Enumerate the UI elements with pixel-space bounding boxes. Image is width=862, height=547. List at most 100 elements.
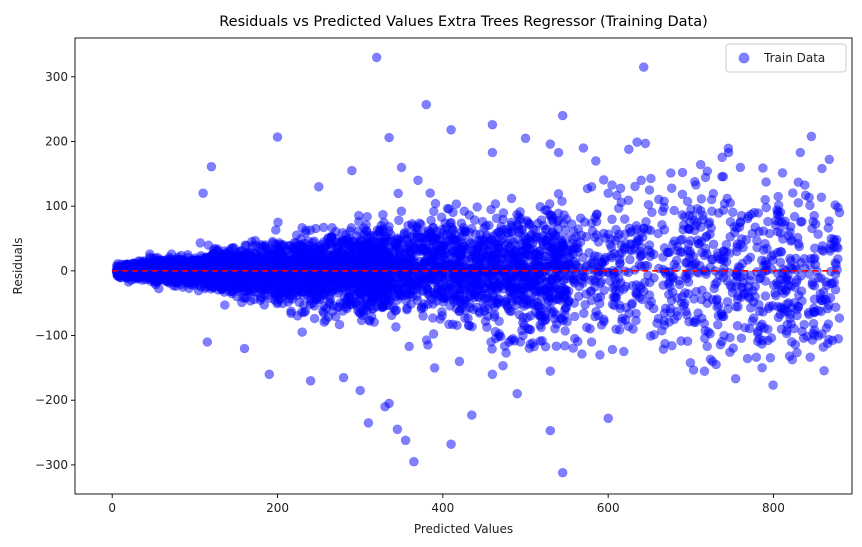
data-point — [489, 302, 500, 312]
data-point — [642, 260, 653, 271]
data-point — [614, 259, 625, 269]
data-point — [682, 196, 693, 207]
data-point — [427, 313, 438, 323]
data-point — [253, 287, 263, 298]
data-point — [613, 232, 623, 243]
data-point — [273, 291, 284, 301]
data-point — [682, 336, 693, 347]
data-point — [667, 287, 678, 298]
data-point — [768, 380, 778, 390]
data-point — [809, 325, 820, 335]
data-point — [696, 236, 707, 247]
data-point — [559, 210, 569, 220]
data-point — [229, 243, 239, 253]
data-point — [569, 278, 580, 288]
data-point — [605, 275, 615, 286]
data-point — [436, 212, 447, 222]
data-point — [495, 263, 506, 274]
data-point — [815, 288, 826, 299]
data-point — [625, 254, 635, 265]
data-point — [444, 319, 454, 330]
data-point — [442, 260, 453, 271]
data-point — [664, 247, 675, 257]
data-point — [705, 262, 716, 273]
data-point — [580, 299, 591, 310]
data-point — [807, 277, 818, 288]
data-point — [333, 288, 343, 298]
data-point — [695, 159, 706, 170]
data-point — [332, 302, 343, 313]
data-point — [498, 360, 508, 371]
data-point — [725, 198, 736, 208]
data-point — [792, 347, 802, 358]
data-point — [805, 200, 815, 211]
data-point — [717, 171, 727, 182]
data-point — [688, 365, 699, 375]
data-point — [548, 253, 559, 264]
data-point — [494, 316, 504, 327]
data-point — [804, 269, 815, 279]
data-point — [646, 173, 656, 184]
data-point — [707, 206, 717, 216]
data-point — [297, 327, 308, 337]
data-point — [585, 323, 595, 334]
data-point — [600, 256, 610, 266]
data-point — [450, 291, 460, 301]
data-point — [594, 298, 605, 309]
data-point — [418, 302, 429, 313]
data-point — [643, 270, 653, 281]
data-point — [314, 292, 325, 303]
data-point — [752, 328, 763, 338]
data-point — [693, 308, 704, 318]
data-point — [754, 226, 764, 237]
data-point — [428, 299, 438, 309]
data-point — [765, 352, 776, 363]
data-point — [549, 313, 560, 324]
data-point — [730, 373, 741, 384]
data-point — [384, 300, 395, 311]
data-point — [615, 183, 626, 194]
data-point — [787, 235, 797, 245]
data-point — [824, 154, 835, 165]
data-point — [712, 302, 722, 312]
data-point — [393, 215, 404, 226]
data-point — [825, 292, 836, 303]
data-point — [451, 199, 462, 209]
data-point — [507, 248, 517, 259]
data-point — [560, 225, 571, 235]
data-point — [368, 303, 379, 314]
data-point — [305, 295, 316, 306]
data-point — [658, 252, 668, 262]
data-point — [748, 313, 759, 323]
data-point — [557, 242, 568, 252]
data-point — [598, 175, 609, 185]
data-point — [701, 269, 712, 280]
data-point — [611, 285, 621, 296]
data-point — [669, 205, 680, 216]
data-point — [722, 296, 733, 307]
data-point — [667, 340, 677, 351]
data-point — [590, 213, 600, 223]
data-point — [755, 273, 766, 284]
data-point — [772, 209, 783, 219]
data-point — [357, 305, 368, 316]
data-point — [573, 291, 584, 302]
data-point — [611, 190, 622, 201]
data-point — [309, 313, 320, 324]
data-point — [407, 221, 418, 231]
data-point — [402, 277, 412, 287]
data-point — [806, 131, 817, 142]
data-point — [813, 305, 824, 316]
data-point — [683, 288, 694, 299]
data-point — [472, 202, 483, 212]
data-point — [544, 199, 555, 209]
data-point — [366, 311, 377, 322]
data-point — [659, 196, 669, 207]
data-point — [590, 232, 600, 243]
data-point — [607, 214, 617, 225]
data-point — [763, 216, 773, 227]
data-point — [551, 341, 562, 352]
data-point — [649, 329, 660, 340]
data-point — [525, 339, 536, 349]
